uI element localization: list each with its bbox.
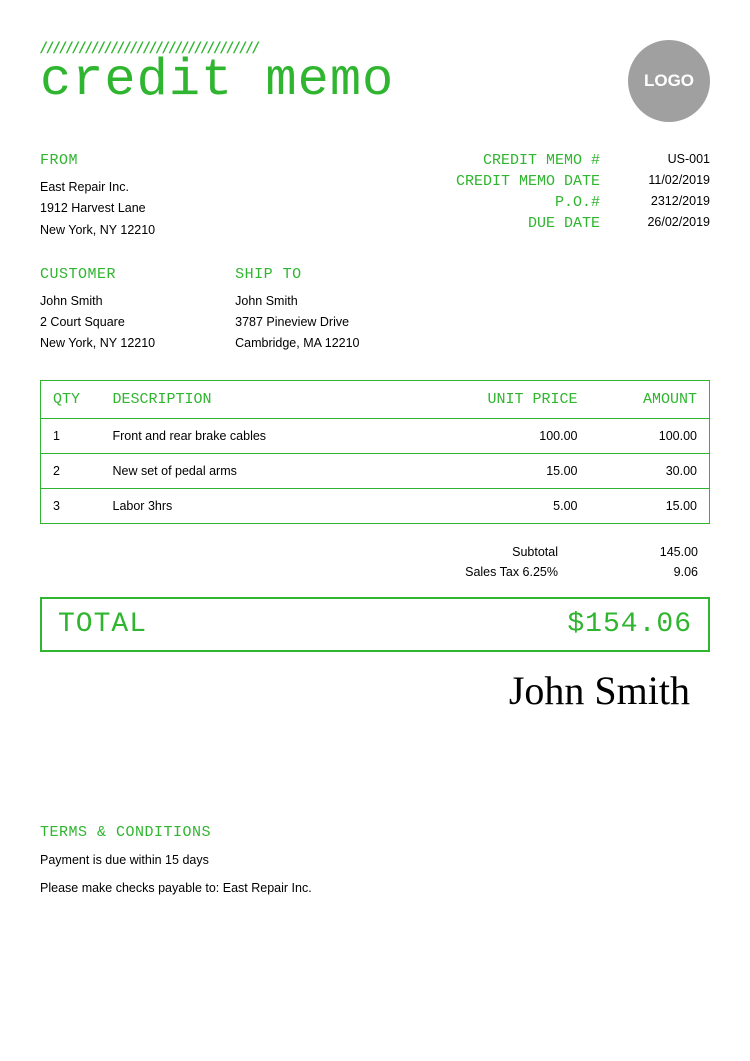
terms-line: Please make checks payable to: East Repa… <box>40 881 710 895</box>
customer-line: John Smith <box>40 291 155 312</box>
subtotal-line: Subtotal 145.00 <box>40 542 710 562</box>
from-block: FROM East Repair Inc. 1912 Harvest Lane … <box>40 152 342 241</box>
cell-qty: 2 <box>41 453 101 488</box>
meta-line: DUE DATE 26/02/2019 <box>375 215 710 232</box>
from-line: 1912 Harvest Lane <box>40 198 342 219</box>
meta-block: CREDIT MEMO # US-001 CREDIT MEMO DATE 11… <box>375 152 710 241</box>
tax-value: 9.06 <box>628 565 698 579</box>
cell-price: 100.00 <box>450 418 590 453</box>
meta-line: CREDIT MEMO DATE 11/02/2019 <box>375 173 710 190</box>
meta-label: CREDIT MEMO DATE <box>375 173 600 190</box>
meta-value: US-001 <box>600 152 710 169</box>
terms-label: TERMS & CONDITIONS <box>40 824 710 841</box>
col-qty: QTY <box>41 380 101 418</box>
cell-amount: 15.00 <box>590 488 710 523</box>
cell-price: 5.00 <box>450 488 590 523</box>
from-line: New York, NY 12210 <box>40 220 342 241</box>
total-value: $154.06 <box>567 609 692 640</box>
cell-qty: 1 <box>41 418 101 453</box>
meta-line: CREDIT MEMO # US-001 <box>375 152 710 169</box>
meta-label: CREDIT MEMO # <box>375 152 600 169</box>
header: ////////////////////////////////// credi… <box>40 40 710 122</box>
cell-price: 15.00 <box>450 453 590 488</box>
from-line: East Repair Inc. <box>40 177 342 198</box>
from-label: FROM <box>40 152 342 169</box>
total-box: TOTAL $154.06 <box>40 597 710 652</box>
shipto-line: 3787 Pineview Drive <box>235 312 359 333</box>
cell-desc: Front and rear brake cables <box>101 418 450 453</box>
tax-line: Sales Tax 6.25% 9.06 <box>40 562 710 582</box>
col-desc: DESCRIPTION <box>101 380 450 418</box>
terms-line: Payment is due within 15 days <box>40 853 710 867</box>
customer-line: New York, NY 12210 <box>40 333 155 354</box>
logo-text: LOGO <box>644 71 694 91</box>
meta-label: P.O.# <box>375 194 600 211</box>
meta-value: 11/02/2019 <box>600 173 710 190</box>
total-label: TOTAL <box>58 609 147 640</box>
cell-amount: 30.00 <box>590 453 710 488</box>
logo: LOGO <box>628 40 710 122</box>
table-row: 1 Front and rear brake cables 100.00 100… <box>41 418 710 453</box>
meta-label: DUE DATE <box>375 215 600 232</box>
table-row: 2 New set of pedal arms 15.00 30.00 <box>41 453 710 488</box>
table-row: 3 Labor 3hrs 5.00 15.00 <box>41 488 710 523</box>
cell-desc: New set of pedal arms <box>101 453 450 488</box>
shipto-line: Cambridge, MA 12210 <box>235 333 359 354</box>
shipto-label: SHIP TO <box>235 266 359 283</box>
meta-line: P.O.# 2312/2019 <box>375 194 710 211</box>
cell-qty: 3 <box>41 488 101 523</box>
shipto-block: SHIP TO John Smith 3787 Pineview Drive C… <box>235 266 359 355</box>
col-price: UNIT PRICE <box>450 380 590 418</box>
table-header-row: QTY DESCRIPTION UNIT PRICE AMOUNT <box>41 380 710 418</box>
signature-row: John Smith <box>40 667 710 714</box>
parties-row: CUSTOMER John Smith 2 Court Square New Y… <box>40 266 710 355</box>
signature: John Smith <box>509 667 690 714</box>
title-block: ////////////////////////////////// credi… <box>40 40 394 110</box>
items-table: QTY DESCRIPTION UNIT PRICE AMOUNT 1 Fron… <box>40 380 710 524</box>
meta-value: 2312/2019 <box>600 194 710 211</box>
cell-desc: Labor 3hrs <box>101 488 450 523</box>
meta-value: 26/02/2019 <box>600 215 710 232</box>
subtotal-label: Subtotal <box>512 545 558 559</box>
col-amount: AMOUNT <box>590 380 710 418</box>
tax-label: Sales Tax 6.25% <box>465 565 558 579</box>
customer-block: CUSTOMER John Smith 2 Court Square New Y… <box>40 266 155 355</box>
customer-label: CUSTOMER <box>40 266 155 283</box>
customer-line: 2 Court Square <box>40 312 155 333</box>
info-row: FROM East Repair Inc. 1912 Harvest Lane … <box>40 152 710 241</box>
subtotal-value: 145.00 <box>628 545 698 559</box>
document-title: credit memo <box>40 51 394 110</box>
terms-block: TERMS & CONDITIONS Payment is due within… <box>40 824 710 895</box>
shipto-line: John Smith <box>235 291 359 312</box>
cell-amount: 100.00 <box>590 418 710 453</box>
subtotals: Subtotal 145.00 Sales Tax 6.25% 9.06 <box>40 542 710 582</box>
